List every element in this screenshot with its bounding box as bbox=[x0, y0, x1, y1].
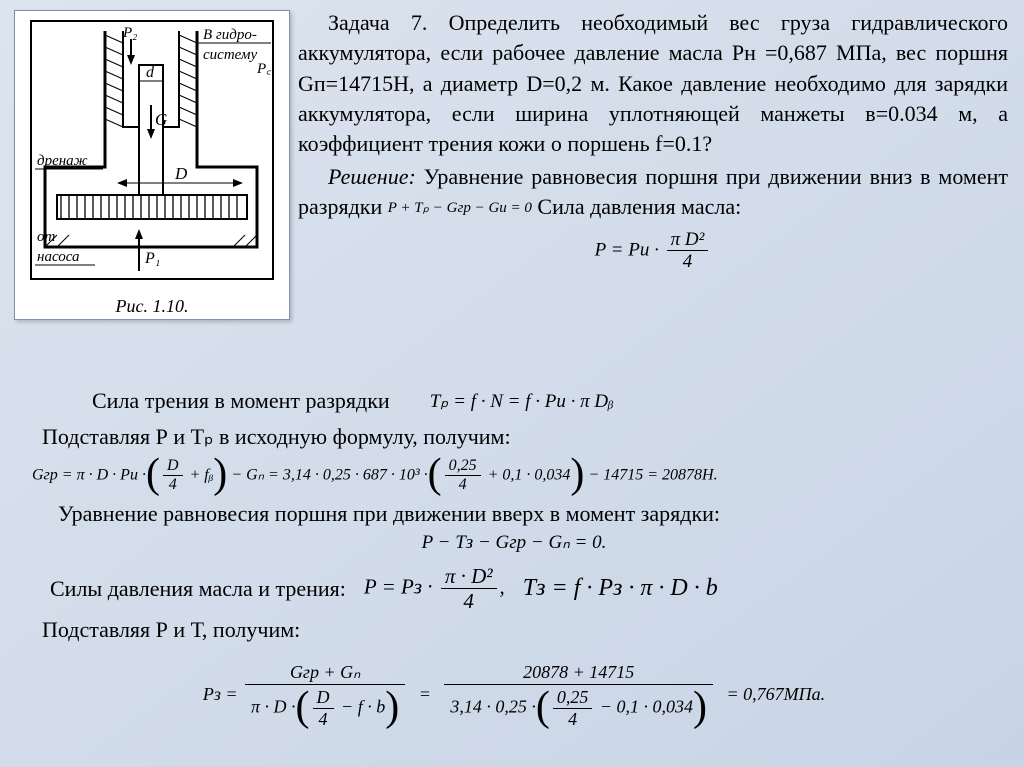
eq3-eden: 4 bbox=[445, 476, 481, 494]
figure-caption: Рис. 1.10. bbox=[21, 296, 283, 317]
balance-charge-label: Уравнение равновесия поршня при движении… bbox=[58, 499, 1006, 529]
full-column: Сила трения в момент разрядки Tₚ = f · N… bbox=[22, 386, 1006, 732]
label-from1: от bbox=[37, 229, 56, 245]
eq-pz-final: Pз = Gгр + Gₙ π · D ·(D4 − f · b) = 2087… bbox=[22, 660, 1006, 732]
eq6-d1n: D bbox=[313, 687, 334, 709]
eq3-bden: 4 bbox=[163, 476, 183, 494]
friction-discharge-label: Сила трения в момент разрядки bbox=[92, 386, 390, 416]
eq5-a: P = Pз · bbox=[364, 575, 433, 599]
eq5-comma: , bbox=[500, 575, 505, 599]
eq-ggr: Gгр = π · D · Pи ·(D4 + fᵦ) − Gₙ = 3,14 … bbox=[32, 457, 1006, 495]
eq6-num1: Gгр + Gₙ bbox=[245, 660, 405, 686]
eq-balance-charge: P − Tз − Gгр − Gₙ = 0. bbox=[22, 531, 1006, 554]
eq3-g: − 14715 = 20878H. bbox=[584, 466, 717, 483]
label-pc: P꜀ bbox=[256, 61, 272, 77]
forces-label: Силы давления масла и трения: bbox=[50, 574, 346, 604]
eq3-bnum: D bbox=[163, 457, 183, 476]
eq6-d2n: 0,25 bbox=[553, 687, 593, 709]
label-p1: P₁ bbox=[144, 250, 160, 267]
label-gidro2: систему bbox=[203, 47, 258, 63]
eq6-d2d: 4 bbox=[553, 709, 593, 730]
label-bigd: D bbox=[174, 164, 188, 183]
eq-friction-discharge: Tₚ = f · N = f · Pи · π Dᵦ bbox=[430, 390, 614, 413]
right-column: Задача 7. Определить необходимый вес гру… bbox=[298, 8, 1008, 277]
eq3-c: + fᵦ bbox=[186, 466, 214, 483]
solution-intro: Решение: Уравнение равновесия поршня при… bbox=[298, 162, 1008, 223]
eq5-den: 4 bbox=[441, 589, 497, 613]
hydraulic-diagram: d G P₂ В гидро- систему P꜀ дренаж D от н… bbox=[27, 17, 277, 292]
eq1-den: 4 bbox=[667, 251, 709, 273]
label-g: G bbox=[155, 110, 167, 129]
eq6-a: Pз = bbox=[203, 684, 238, 704]
eq3-d: − Gₙ = 3,14 · 0,25 · 687 · 10³ · bbox=[227, 466, 427, 483]
eq6-d1r: − f · b bbox=[337, 697, 386, 717]
figure-panel: d G P₂ В гидро- систему P꜀ дренаж D от н… bbox=[14, 10, 290, 320]
eq6-mid: = bbox=[419, 684, 431, 704]
eq6-d2l: 3,14 · 0,25 · bbox=[450, 697, 536, 717]
eq6-end: = 0,767МПа. bbox=[727, 684, 826, 704]
label-p2: P₂ bbox=[122, 25, 137, 41]
eq6-d1d: 4 bbox=[313, 709, 334, 730]
eq5-num: π · D² bbox=[441, 564, 497, 589]
eq-balance-discharge: P + Tₚ − Gгр − Gи = 0 bbox=[388, 200, 532, 216]
eq6-num2: 20878 + 14715 bbox=[444, 660, 713, 686]
solution-label: Решение: bbox=[328, 164, 416, 189]
substitute-label-1: Подставляя Р и Тₚ в исходную формулу, по… bbox=[42, 422, 1006, 452]
eq-t-charge: Tз = f · Pз · π · D · b bbox=[523, 575, 718, 602]
eq3-f: + 0,1 · 0,034 bbox=[484, 466, 571, 483]
problem-statement: Задача 7. Определить необходимый вес гру… bbox=[298, 8, 1008, 160]
pressure-force-label: Сила давления масла: bbox=[537, 194, 741, 219]
eq1-lhs: P = Pи · bbox=[595, 239, 659, 260]
eq1-num: π D² bbox=[667, 229, 709, 252]
eq6-d1l: π · D · bbox=[251, 697, 296, 717]
substitute-label-2: Подставляя Р и Т, получим: bbox=[42, 615, 1006, 645]
eq3-enum: 0,25 bbox=[445, 457, 481, 476]
eq3-a: Gгр = π · D · Pи · bbox=[32, 466, 146, 483]
label-drain: дренаж bbox=[37, 153, 88, 169]
eq6-d2r: − 0,1 · 0,034 bbox=[595, 697, 693, 717]
label-d: d bbox=[146, 64, 155, 81]
eq-pressure-force: P = Pи · π D²4 bbox=[298, 229, 1008, 274]
label-from2: насоса bbox=[37, 249, 80, 265]
label-gidro1: В гидро- bbox=[203, 27, 257, 43]
eq-p-charge: P = Pз · π · D²4, bbox=[364, 564, 505, 613]
